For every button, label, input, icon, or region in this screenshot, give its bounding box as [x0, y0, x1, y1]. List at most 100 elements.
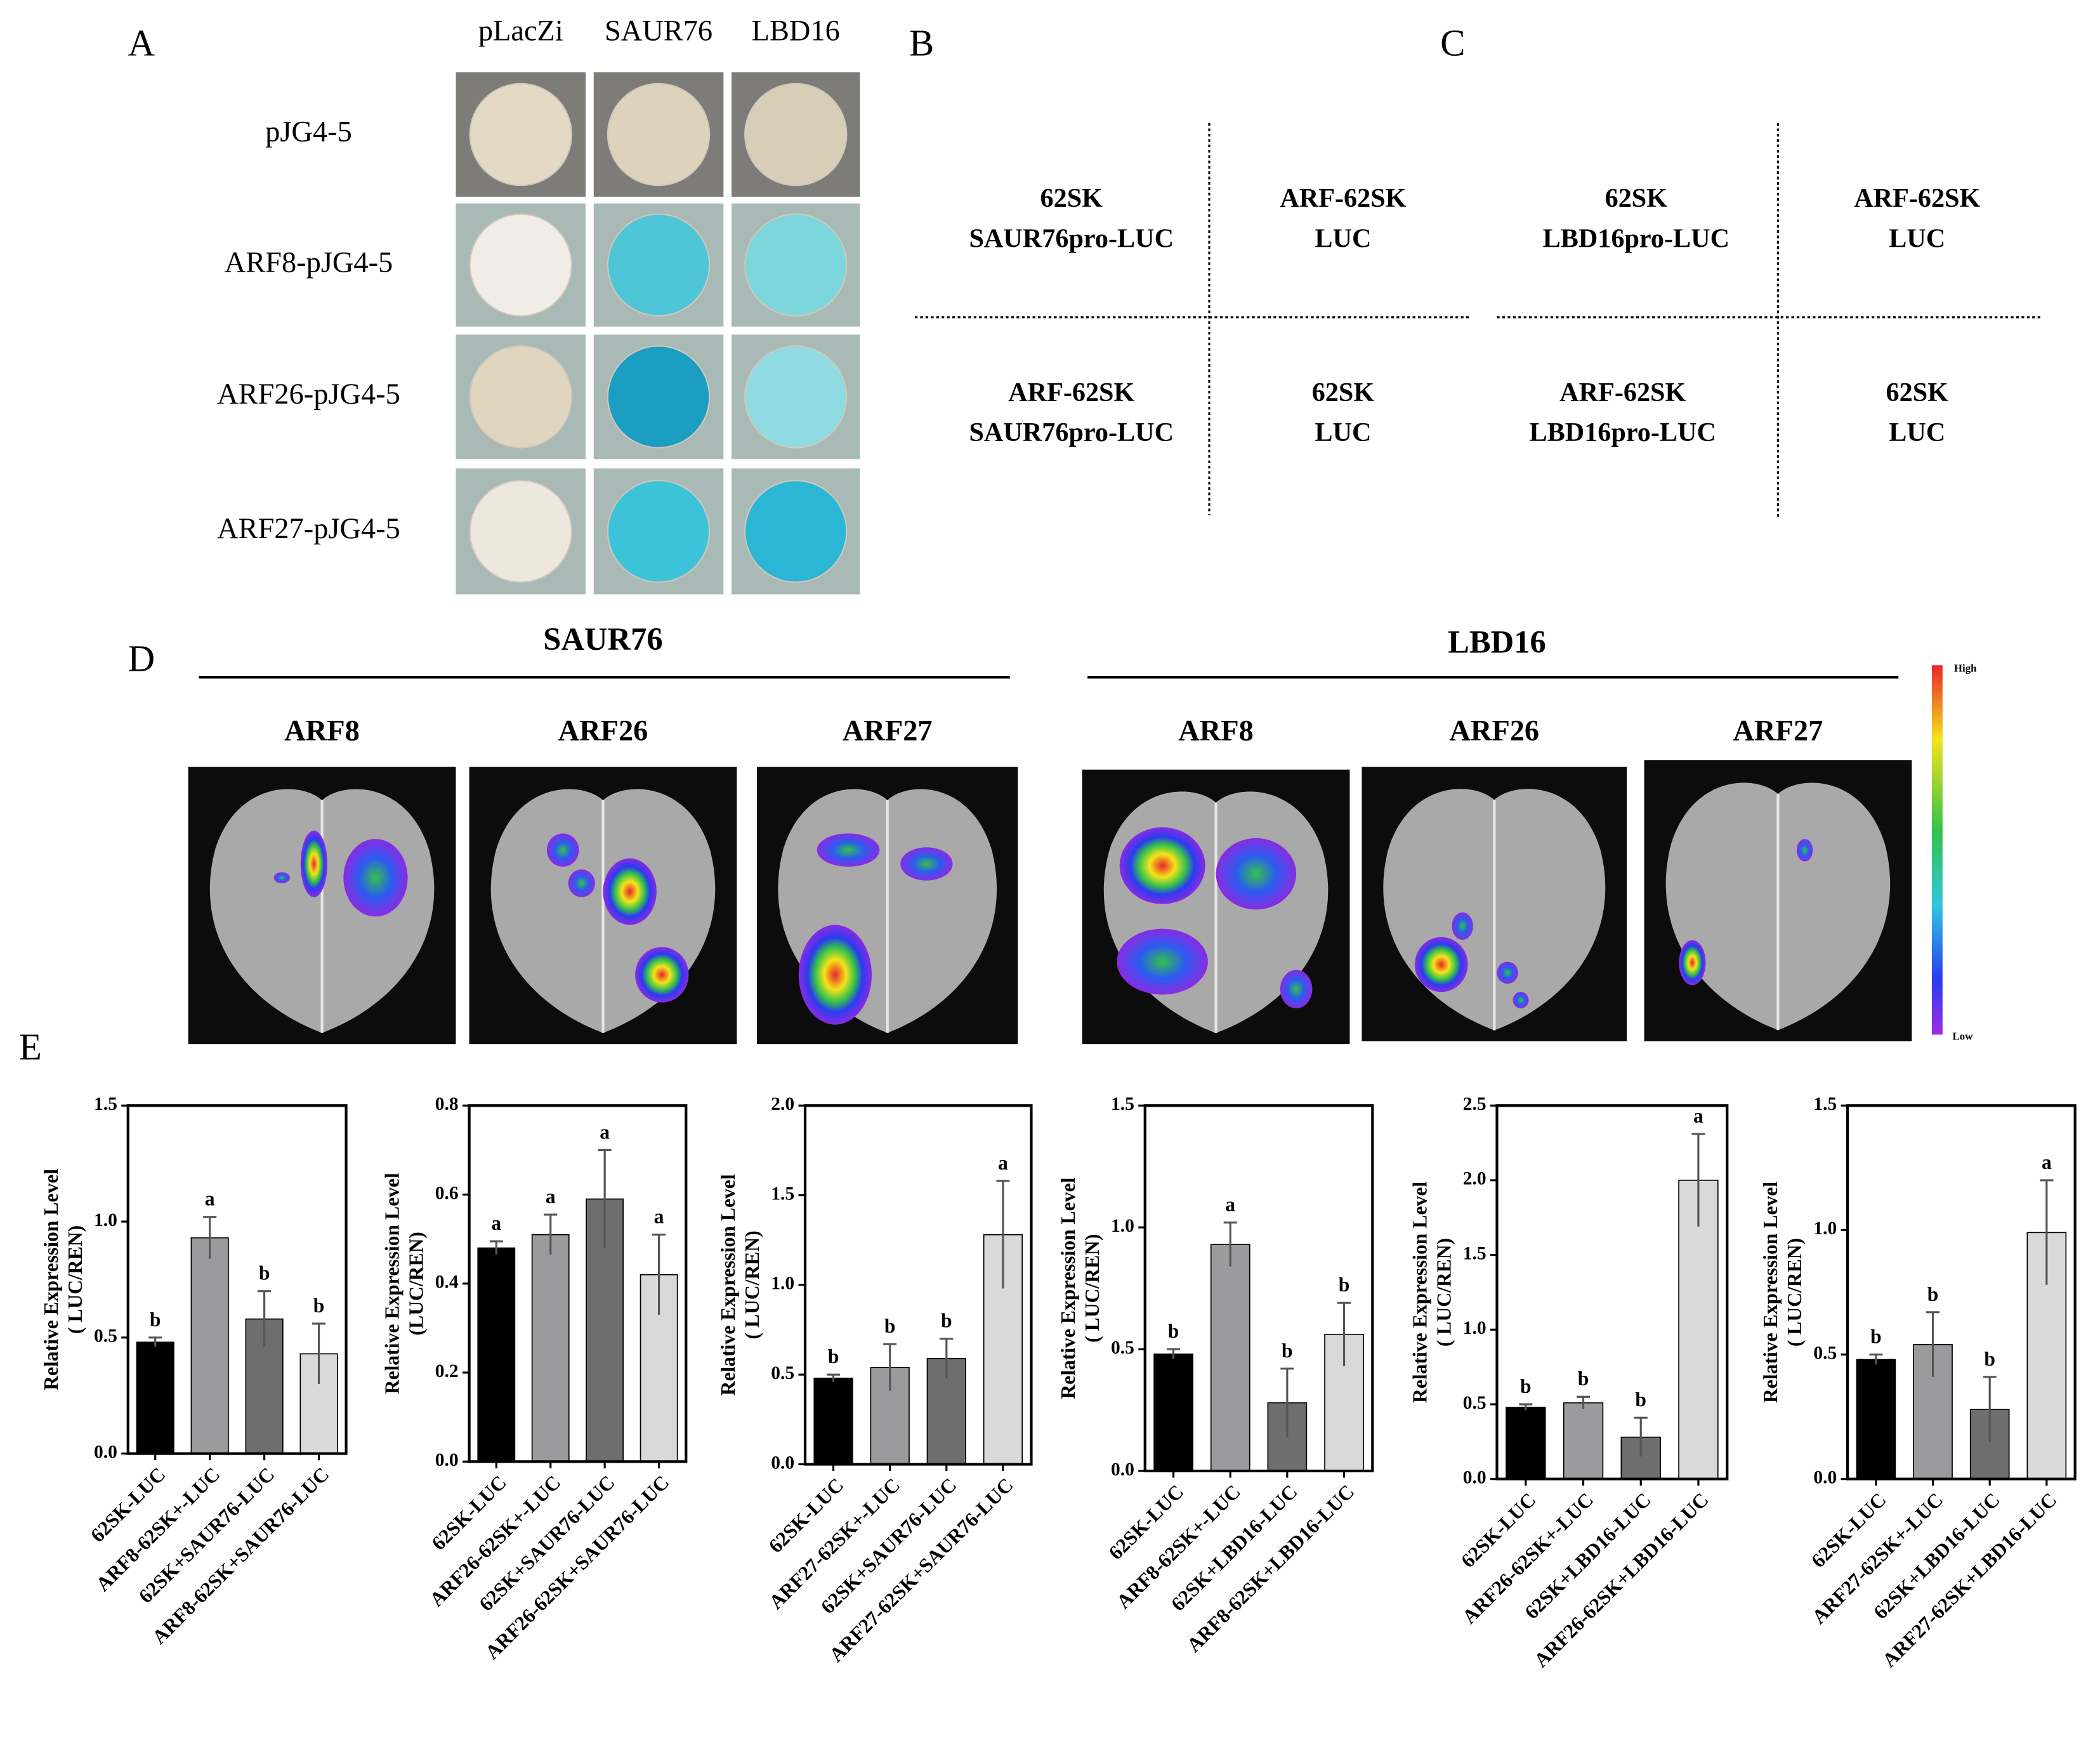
construct-label: LUC [1315, 223, 1371, 253]
panel-label: B [909, 22, 934, 63]
y-tick-label: 0.5 [1813, 1343, 1837, 1363]
significance-letter: b [941, 1310, 952, 1332]
colorbar [1931, 665, 1943, 1035]
colony [469, 82, 573, 187]
y-tick-label: 1.5 [771, 1183, 794, 1204]
y-tick-label: 0.0 [1111, 1460, 1134, 1480]
significance-letter: a [654, 1206, 664, 1228]
y-tick-label: 1.0 [1463, 1318, 1486, 1338]
colorbar-label: High [1954, 662, 1977, 674]
construct-label: ARF-62SK [1854, 183, 1980, 213]
y-tick-label: 0.0 [1813, 1467, 1837, 1487]
leaf-label: ARF8 [284, 715, 360, 747]
colony [744, 82, 848, 187]
plot-frame [803, 1104, 1033, 1466]
colorbar-label: Low [1953, 1031, 1974, 1043]
construct-label: 62SK [1605, 183, 1668, 213]
significance-letter: b [313, 1295, 325, 1317]
panel-label: A [128, 22, 155, 63]
luminescence [273, 872, 290, 883]
y-tick-label: 0.2 [435, 1361, 459, 1381]
y-axis-label: Relative Expression Level [381, 1173, 404, 1394]
construct-label: 62SK [1312, 378, 1375, 407]
bar [1210, 1244, 1250, 1472]
error-bar [1983, 1376, 1997, 1442]
significance-letter: a [600, 1121, 610, 1143]
error-bar [1634, 1416, 1648, 1457]
plot-frame [1495, 1104, 1729, 1480]
y-tick-label: 1.5 [1111, 1094, 1134, 1114]
bar [190, 1237, 229, 1454]
error-bar [312, 1322, 326, 1384]
significance-letter: b [1168, 1320, 1179, 1342]
y-tick-label: 0.8 [435, 1094, 459, 1114]
plot-frame [1143, 1104, 1374, 1473]
y-axis-label: ( LUC/REN) [1783, 1238, 1806, 1347]
significance-letter: a [491, 1212, 501, 1234]
panel-label: C [1440, 22, 1465, 63]
luminescence [798, 925, 872, 1025]
significance-letter: a [998, 1152, 1008, 1174]
construct-label: ARF-62SK [1559, 378, 1686, 407]
y-tick-label: 0.0 [1463, 1467, 1486, 1487]
colony [744, 345, 848, 449]
luminescence [1414, 937, 1468, 992]
y-tick-label: 0.5 [1111, 1338, 1134, 1358]
y-tick-label: 0.6 [435, 1183, 459, 1203]
y-axis-label: ( LUC/REN) [1081, 1234, 1103, 1342]
error-bar [258, 1290, 272, 1347]
y-tick-label: 0.5 [1463, 1393, 1486, 1413]
row-label: ARF8-pJG4-5 [225, 246, 393, 279]
luminescence [546, 833, 579, 867]
y-axis-label: Relative Expression Level [1057, 1177, 1079, 1399]
significance-letter: b [1339, 1274, 1350, 1296]
group-title: SAUR76 [543, 621, 662, 657]
significance-letter: a [1693, 1105, 1703, 1127]
leaf-label: ARF8 [1178, 715, 1254, 747]
luminescence [635, 947, 689, 1003]
group-title: LBD16 [1448, 624, 1546, 659]
bar [477, 1247, 516, 1463]
error-bar [1691, 1133, 1705, 1227]
error-bar [1519, 1403, 1533, 1411]
colony [469, 480, 573, 583]
error-bar [1223, 1221, 1237, 1267]
panel-label: E [19, 1025, 42, 1067]
y-tick-label: 1.5 [1813, 1094, 1837, 1114]
y-tick-label: 2.0 [771, 1094, 794, 1114]
bar [813, 1377, 853, 1465]
error-bar [827, 1373, 841, 1382]
significance-letter: a [546, 1185, 556, 1208]
significance-letter: b [1870, 1325, 1882, 1347]
significance-letter: a [205, 1188, 215, 1210]
error-bar [883, 1343, 897, 1391]
y-axis-label: Relative Expression Level [1759, 1182, 1782, 1403]
luminescence [1280, 970, 1313, 1008]
y-tick-label: 0.5 [94, 1326, 117, 1347]
error-bar [544, 1213, 558, 1255]
y-tick-label: 0.5 [771, 1363, 794, 1383]
significance-letter: b [150, 1308, 161, 1331]
panel-label: D [128, 638, 155, 680]
y-axis-label: Relative Expression Level [1409, 1182, 1431, 1403]
row-label: pJG4-5 [265, 116, 352, 148]
significance-letter: b [1635, 1388, 1646, 1411]
y-axis-label: ( LUC/REN) [1433, 1238, 1455, 1347]
colony [607, 480, 711, 583]
colony [469, 213, 573, 317]
error-bar [652, 1234, 666, 1315]
construct-label: ARF-62SK [1280, 183, 1406, 213]
colony [607, 213, 711, 317]
bar [1678, 1180, 1719, 1480]
luminescence [1452, 912, 1473, 940]
construct-label: LBD16pro-LUC [1543, 223, 1729, 253]
significance-letter: b [1578, 1368, 1589, 1390]
luminescence [1119, 827, 1205, 904]
bar [1506, 1406, 1546, 1480]
leaf-label: ARF27 [1733, 715, 1823, 747]
plot-frame [126, 1104, 348, 1455]
error-bar [1280, 1368, 1294, 1437]
y-axis-label: Relative Expression Level [40, 1169, 62, 1390]
colony [469, 345, 573, 449]
